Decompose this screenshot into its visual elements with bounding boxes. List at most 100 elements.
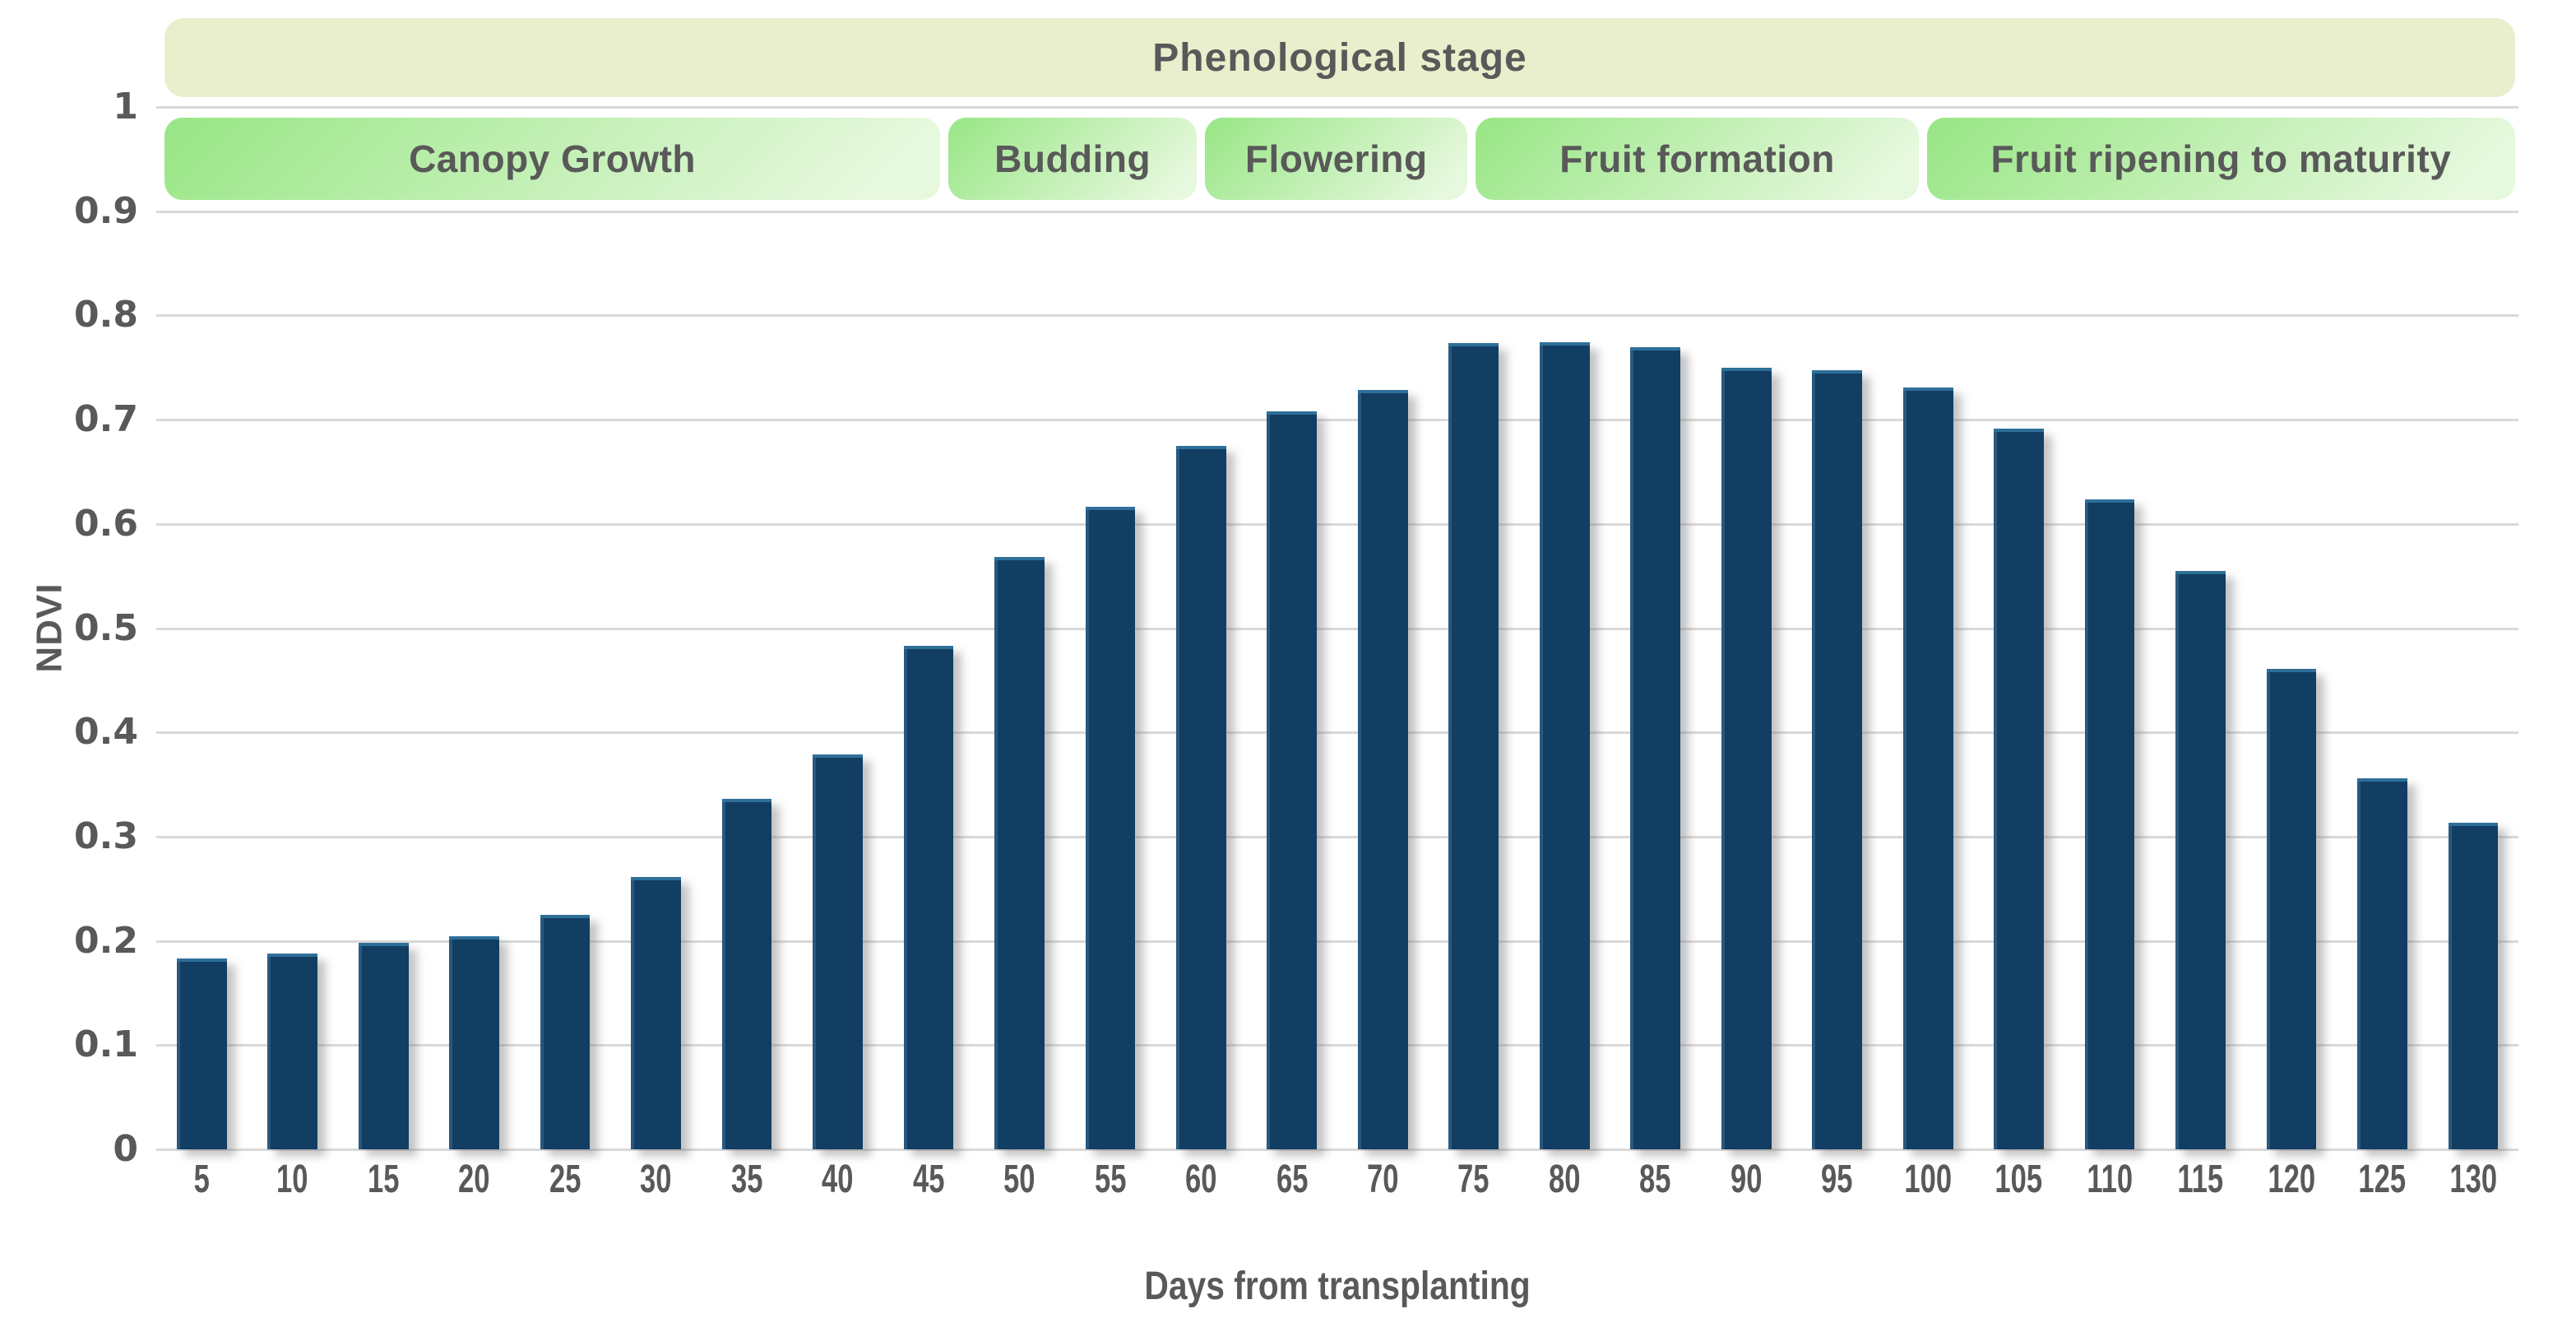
bar-slot-day-15 — [338, 107, 429, 1149]
stage-band-fruit-formation: Fruit formation — [1476, 118, 1919, 200]
bar-day-35 — [721, 799, 772, 1149]
x-tick-label-115: 115 — [2177, 1158, 2224, 1201]
y-gridline-1 — [156, 106, 2518, 109]
phenological-stage-band-row: Canopy Growth Budding Flowering Fruit forma… — [164, 118, 2515, 200]
bar-day-115 — [2175, 570, 2226, 1149]
y-tick-label-0.5: 0.5 — [74, 606, 138, 649]
bar-slot-day-40 — [792, 107, 883, 1149]
x-tick-label-20: 20 — [458, 1158, 490, 1201]
bar-slot-day-70 — [1337, 107, 1428, 1149]
bar-slot-day-25 — [520, 107, 610, 1149]
bar-day-130 — [2448, 823, 2499, 1149]
x-tick-label-65: 65 — [1276, 1158, 1308, 1201]
plot-area — [156, 106, 2518, 1151]
bar-slot-day-30 — [610, 107, 701, 1149]
stage-band-flowering: Flowering — [1205, 118, 1468, 200]
y-tick-label-1: 1 — [113, 86, 138, 128]
y-tick-label-0.3: 0.3 — [74, 815, 138, 857]
y-gridline-0 — [156, 1149, 2518, 1151]
bar-slot-day-45 — [883, 107, 974, 1149]
bar-day-55 — [1085, 507, 1136, 1149]
y-gridline-0.6 — [156, 522, 2518, 526]
bar-day-70 — [1357, 390, 1408, 1149]
bar-slot-day-65 — [1247, 107, 1337, 1149]
bar-slot-day-60 — [1156, 107, 1246, 1149]
y-gridline-0.9 — [156, 210, 2518, 213]
bar-slot-day-130 — [2428, 107, 2518, 1149]
y-gridline-0.2 — [156, 940, 2518, 943]
bar-day-65 — [1267, 411, 1318, 1149]
x-tick-label-105: 105 — [1995, 1158, 2043, 1201]
x-tick-label-120: 120 — [2267, 1158, 2315, 1201]
x-tick-label-5: 5 — [193, 1158, 210, 1201]
bar-day-25 — [540, 914, 591, 1149]
y-gridline-0.7 — [156, 419, 2518, 422]
bar-day-40 — [813, 754, 863, 1149]
x-tick-label-100: 100 — [1904, 1158, 1952, 1201]
x-tick-label-10: 10 — [276, 1158, 308, 1201]
x-tick-label-75: 75 — [1457, 1158, 1490, 1201]
bar-day-60 — [1176, 445, 1226, 1149]
stage-band-fruit-ripening-to-maturity: Fruit ripening to maturity — [1926, 118, 2515, 200]
bar-day-95 — [1812, 370, 1863, 1149]
bar-slot-day-105 — [1973, 107, 2064, 1149]
x-tick-label-90: 90 — [1730, 1158, 1763, 1201]
y-tick-label-0.6: 0.6 — [74, 502, 138, 545]
bar-day-30 — [631, 877, 681, 1149]
bar-slot-day-55 — [1065, 107, 1156, 1149]
bar-slot-day-50 — [974, 107, 1064, 1149]
bar-day-20 — [449, 936, 500, 1149]
x-tick-label-110: 110 — [2087, 1158, 2133, 1201]
bar-day-5 — [176, 958, 227, 1149]
x-tick-label-50: 50 — [1003, 1158, 1035, 1201]
bars-layer — [156, 107, 2518, 1149]
x-tick-label-45: 45 — [912, 1158, 945, 1201]
x-tick-label-80: 80 — [1548, 1158, 1581, 1201]
bar-slot-day-85 — [1610, 107, 1701, 1149]
y-tick-label-0.9: 0.9 — [74, 189, 138, 232]
bar-slot-day-20 — [429, 107, 519, 1149]
x-tick-label-60: 60 — [1185, 1158, 1217, 1201]
y-tick-label-0.4: 0.4 — [74, 711, 138, 754]
bar-slot-day-75 — [1429, 107, 1519, 1149]
bar-day-50 — [994, 557, 1045, 1149]
x-tick-label-125: 125 — [2358, 1158, 2407, 1201]
y-gridline-0.3 — [156, 835, 2518, 838]
bar-slot-day-100 — [1883, 107, 1973, 1149]
bar-slot-day-125 — [2337, 107, 2427, 1149]
bar-slot-day-10 — [247, 107, 337, 1149]
y-gridline-0.4 — [156, 731, 2518, 735]
y-tick-label-0.8: 0.8 — [74, 294, 138, 336]
bar-slot-day-5 — [156, 107, 247, 1149]
x-tick-label-130: 130 — [2449, 1158, 2497, 1201]
bar-day-80 — [1539, 342, 1590, 1149]
y-tick-label-0.7: 0.7 — [74, 398, 138, 441]
y-tick-label-0.2: 0.2 — [74, 919, 138, 962]
x-tick-label-35: 35 — [730, 1158, 763, 1201]
y-tick-label-0.1: 0.1 — [74, 1023, 138, 1066]
bar-day-45 — [903, 645, 954, 1149]
x-tick-label-30: 30 — [640, 1158, 672, 1201]
y-gridline-0.1 — [156, 1044, 2518, 1047]
x-axis-title-text: Days from transplanting — [1144, 1265, 1531, 1308]
bar-day-10 — [267, 953, 318, 1149]
stage-band-canopy-growth: Canopy Growth — [164, 118, 941, 200]
bar-slot-day-110 — [2064, 107, 2155, 1149]
stage-band-budding: Budding — [948, 118, 1198, 200]
bar-day-85 — [1630, 347, 1681, 1149]
bar-slot-day-120 — [2246, 107, 2337, 1149]
phenological-stage-title-band: Phenological stage — [164, 18, 2515, 97]
y-gridline-0.5 — [156, 627, 2518, 630]
x-axis-title: Days from transplanting — [156, 1260, 2518, 1313]
bar-day-90 — [1721, 367, 1772, 1149]
bar-slot-day-95 — [1791, 107, 1882, 1149]
y-tick-label-0: 0 — [113, 1128, 138, 1170]
bar-slot-day-80 — [1519, 107, 1610, 1149]
bar-day-110 — [2084, 499, 2135, 1149]
x-tick-label-15: 15 — [367, 1158, 400, 1201]
x-tick-label-95: 95 — [1821, 1158, 1853, 1201]
y-gridline-0.8 — [156, 314, 2518, 318]
bar-slot-day-35 — [702, 107, 792, 1149]
x-tick-label-25: 25 — [549, 1158, 581, 1201]
